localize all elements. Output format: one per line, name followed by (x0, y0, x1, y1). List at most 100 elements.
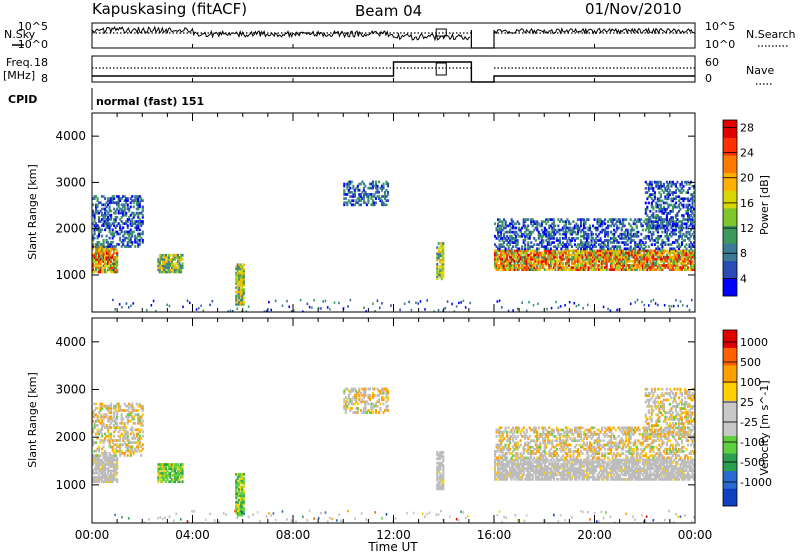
power-cell (625, 228, 628, 232)
power-cell (670, 191, 673, 194)
velocity-cell (166, 463, 169, 466)
velocity-cell (546, 475, 549, 479)
velocity-cell (107, 434, 110, 438)
power-cell (568, 300, 571, 304)
power-cell (437, 248, 440, 252)
power-cell (239, 290, 242, 294)
power-cell (495, 237, 498, 240)
power-cell (667, 251, 670, 255)
power-cell (138, 238, 141, 242)
velocity-cell (359, 391, 362, 395)
power-cell (588, 224, 592, 228)
velocity-cell (436, 451, 439, 454)
power-cell (629, 218, 632, 221)
power-cell (531, 266, 534, 269)
velocity-cell (344, 406, 347, 410)
velocity-cell (120, 409, 123, 412)
velocity-cell (548, 475, 551, 479)
power-cell (692, 234, 695, 238)
power-cell (102, 270, 105, 274)
power-cell (495, 251, 498, 255)
power-cell (595, 268, 598, 271)
power-cell (111, 236, 114, 240)
power-cell (596, 218, 599, 221)
power-cell (355, 201, 358, 205)
power-cell (664, 241, 667, 244)
power-cell (545, 247, 548, 251)
velocity-cell (135, 432, 138, 436)
velocity-cell (498, 458, 501, 462)
freq-tick-top: 18 (34, 56, 48, 69)
power-cell (572, 249, 575, 253)
power-cell (347, 305, 349, 308)
velocity-cell (125, 445, 128, 449)
velocity-cell (140, 436, 143, 440)
power-cell (658, 234, 661, 238)
power-cell (632, 232, 635, 236)
velocity-cell (111, 447, 114, 451)
velocity-cell (527, 465, 530, 468)
power-cell (132, 199, 135, 202)
velocity-cell (102, 456, 105, 460)
power-cell (120, 197, 123, 200)
power-cell (564, 255, 567, 259)
power-cell (503, 259, 506, 263)
power-cell (524, 255, 527, 259)
velocity-cell (239, 494, 242, 498)
power-cell (619, 253, 622, 257)
power-cell (579, 253, 583, 257)
velocity-cell (347, 396, 350, 399)
power-cell (644, 180, 647, 184)
velocity-cell (239, 472, 242, 476)
power-cell (119, 238, 122, 242)
velocity-cell (353, 394, 356, 397)
power-cell (114, 251, 117, 255)
power-cell (629, 239, 632, 242)
power-cell (676, 257, 679, 261)
velocity-cell (129, 419, 132, 423)
power-cell (93, 197, 96, 200)
power-cell (683, 259, 687, 263)
power-cell (659, 234, 662, 238)
velocity-cell (101, 458, 104, 462)
power-cell (588, 259, 592, 263)
velocity-cell (442, 481, 445, 484)
power-cell (382, 182, 385, 186)
velocity-cell (93, 415, 96, 419)
velocity-cell (522, 471, 525, 475)
power-cell (686, 237, 690, 240)
velocity-cell (140, 404, 143, 408)
velocity-cell (385, 387, 388, 391)
power-cell (635, 245, 638, 249)
power-cell (117, 201, 120, 205)
power-cell (632, 268, 635, 271)
power-cell (582, 222, 586, 226)
power-cell (141, 205, 144, 209)
velocity-cell (110, 421, 113, 425)
power-cell (638, 243, 641, 246)
velocity-cell (442, 451, 445, 454)
power-cell (104, 213, 107, 217)
power-cell (515, 257, 518, 261)
power-cell (590, 239, 593, 242)
power-cell (628, 257, 631, 261)
power-cell (647, 226, 650, 230)
power-cell (644, 264, 647, 267)
power-cell (683, 239, 687, 242)
power-cell (584, 222, 587, 226)
power-cell (542, 245, 545, 249)
power-cell (515, 259, 518, 263)
power-cell (123, 199, 126, 202)
power-cell (521, 301, 523, 305)
power-cell (125, 222, 128, 225)
power-cell (96, 205, 99, 209)
power-cell (110, 249, 113, 253)
velocity-cell (528, 462, 531, 466)
power-cell (652, 189, 655, 192)
power-cell (665, 220, 668, 224)
velocity-cell (528, 475, 531, 479)
power-cell (542, 257, 545, 261)
power-cell (516, 266, 519, 269)
power-cell (652, 205, 655, 209)
power-cell (371, 199, 374, 202)
